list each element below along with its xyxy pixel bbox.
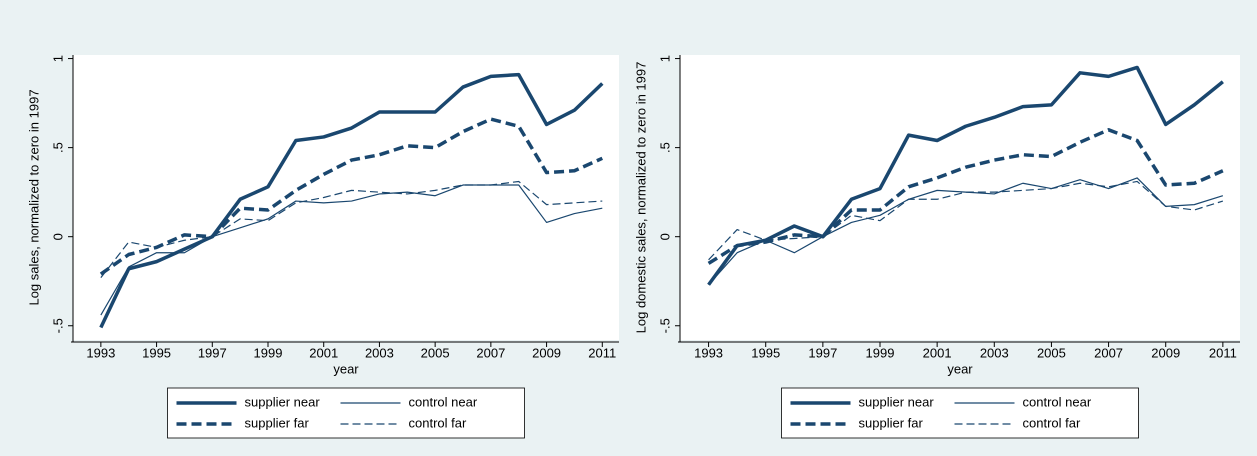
x-tick-label: 2005 — [1037, 345, 1066, 360]
y-axis-title: Log sales, normalized to zero in 1997 — [26, 89, 41, 305]
x-tick-label: 1995 — [751, 345, 780, 360]
series-line — [707, 128, 1224, 265]
x-tick-label: 1993 — [694, 345, 723, 360]
y-tick-label: .5 — [50, 142, 65, 153]
legend-label: control near — [1023, 394, 1092, 409]
x-tick-label: 2007 — [476, 345, 505, 360]
series-line — [707, 65, 1224, 286]
x-tick-label: 2003 — [365, 345, 394, 360]
x-axis-title: year — [947, 361, 973, 376]
y-tick-label: 0 — [50, 233, 65, 240]
x-tick-label: 1999 — [866, 345, 895, 360]
legend-label: supplier near — [245, 394, 321, 409]
series-line — [708, 180, 1224, 261]
x-tick-label: 1997 — [198, 345, 227, 360]
series-line — [99, 72, 604, 329]
chart: -.5 0 .5 1 1993 1995 1997 1999 2001 2003 2005 2007 2… — [633, 55, 1240, 439]
legend-label: control far — [409, 415, 467, 430]
plot-area — [680, 55, 1240, 340]
chart: -.5 0 .5 1 1993 1995 1997 1999 2001 2003 2005 2007 2… — [26, 55, 619, 439]
series-line — [100, 180, 603, 279]
series-line — [99, 117, 604, 276]
y-axis-title: Log domestic sales, normalized to zero i… — [633, 62, 648, 334]
y-tick-label: 1 — [657, 55, 672, 62]
legend-label: control far — [1023, 415, 1081, 430]
x-tick-label: 2011 — [1209, 345, 1237, 360]
x-tick-label: 2007 — [1094, 345, 1123, 360]
x-tick-label: 2009 — [532, 345, 561, 360]
x-tick-label: 2011 — [588, 345, 616, 360]
x-tick-label: 1999 — [254, 345, 283, 360]
y-tick-label: -.5 — [657, 318, 672, 333]
x-tick-label: 1997 — [808, 345, 837, 360]
x-tick-label: 2003 — [980, 345, 1009, 360]
legend-label: supplier far — [859, 415, 924, 430]
x-tick-label: 1995 — [142, 345, 171, 360]
y-tick-label: -.5 — [50, 318, 65, 333]
series-line — [100, 184, 603, 316]
legend-box — [781, 387, 1139, 439]
x-axis-title: year — [333, 361, 359, 376]
x-tick-label: 2009 — [1151, 345, 1180, 360]
x-tick-label: 1993 — [86, 345, 115, 360]
legend-label: supplier near — [859, 394, 935, 409]
y-tick-label: .5 — [657, 142, 672, 153]
y-tick-label: 1 — [50, 55, 65, 62]
legend-label: supplier far — [245, 415, 310, 430]
legend-box — [167, 387, 525, 439]
x-tick-label: 2005 — [421, 345, 450, 360]
series-line — [708, 177, 1224, 286]
x-tick-label: 2001 — [309, 345, 338, 360]
legend-label: control near — [409, 394, 478, 409]
x-tick-label: 2001 — [923, 345, 952, 360]
y-tick-label: 0 — [657, 233, 672, 240]
